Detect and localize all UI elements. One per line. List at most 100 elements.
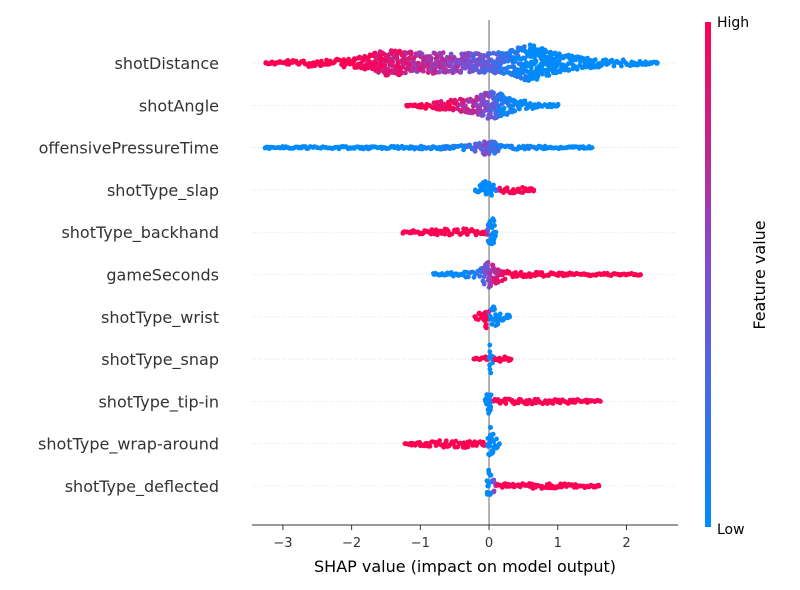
data-point — [427, 443, 433, 449]
data-point — [432, 51, 438, 57]
data-point — [436, 69, 442, 75]
data-point — [395, 60, 401, 66]
data-point — [506, 64, 511, 70]
x-axis-title: SHAP value (impact on model output) — [314, 557, 616, 576]
data-point — [485, 226, 491, 232]
x-tick-label: −1 — [411, 536, 430, 551]
data-point — [485, 264, 490, 270]
data-point — [574, 66, 580, 72]
data-point — [485, 483, 491, 489]
data-point — [440, 50, 446, 56]
colorbar-gradient — [705, 22, 711, 527]
data-point — [619, 63, 624, 69]
data-point — [521, 45, 527, 50]
data-point — [492, 266, 497, 272]
data-point — [480, 58, 486, 64]
data-point — [490, 450, 496, 455]
data-point — [448, 51, 454, 57]
data-point — [314, 59, 320, 65]
data-point — [490, 262, 496, 268]
data-point — [530, 76, 536, 81]
data-point — [423, 106, 429, 111]
data-point — [451, 106, 457, 111]
data-point — [402, 441, 408, 447]
feature-row-points — [431, 260, 643, 290]
data-point — [637, 272, 643, 277]
data-point — [596, 483, 602, 489]
data-point — [525, 401, 530, 407]
data-point — [453, 438, 459, 444]
feature-row-points — [402, 424, 502, 458]
data-point — [394, 55, 400, 61]
data-point — [507, 314, 513, 320]
feature-row-points — [472, 304, 513, 331]
data-point — [437, 438, 442, 443]
data-point — [497, 311, 503, 317]
data-point — [408, 51, 414, 57]
data-point — [487, 349, 493, 355]
data-point — [361, 56, 367, 62]
data-point — [491, 305, 497, 310]
data-point — [493, 229, 499, 235]
feature-row-points — [484, 467, 602, 497]
data-point — [387, 51, 393, 56]
data-point — [589, 145, 595, 151]
data-point — [484, 232, 490, 237]
data-point — [466, 55, 471, 61]
feature-label: shotType_snap — [101, 350, 219, 370]
data-point — [485, 260, 491, 265]
data-point — [488, 392, 494, 398]
data-point — [263, 60, 269, 66]
data-point — [461, 99, 466, 104]
data-point — [482, 151, 488, 157]
x-tick-label: 0 — [485, 536, 493, 551]
data-point — [404, 102, 409, 108]
data-point — [425, 70, 431, 75]
feature-label: offensivePressureTime — [39, 139, 219, 158]
data-point — [455, 227, 460, 233]
data-point — [528, 65, 534, 71]
feature-label: shotType_wrap-around — [38, 435, 219, 455]
data-point — [488, 283, 494, 289]
data-point — [491, 240, 497, 246]
data-point — [491, 218, 497, 224]
feature-label: shotType_backhand — [61, 223, 219, 243]
data-point — [449, 231, 455, 237]
data-point — [442, 231, 448, 237]
feature-row-points — [482, 392, 603, 416]
x-axis: −3 −2 −1 0 1 2 — [252, 524, 678, 551]
data-point — [542, 53, 547, 59]
feature-label: shotType_slap — [107, 181, 219, 201]
data-point — [512, 59, 518, 64]
feature-label: shotType_tip-in — [98, 392, 219, 412]
feature-row-points — [262, 139, 595, 157]
data-point — [532, 55, 537, 60]
data-point — [655, 60, 660, 66]
data-point — [441, 444, 447, 450]
x-tick-label: 2 — [622, 536, 630, 551]
feature-label: shotDistance — [115, 54, 220, 73]
data-point — [461, 147, 466, 153]
feature-row-points — [472, 179, 537, 198]
data-point — [403, 70, 408, 76]
x-tick-label: −2 — [342, 536, 361, 551]
feature-labels: shotDistance shotAngle offensivePressureTi… — [38, 54, 219, 497]
feature-row-points — [404, 89, 561, 121]
data-point — [548, 55, 554, 60]
data-point — [483, 399, 488, 404]
feature-label: shotAngle — [139, 96, 219, 115]
data-point — [489, 192, 494, 198]
data-point — [546, 73, 552, 78]
data-point — [471, 356, 477, 362]
data-point — [464, 269, 470, 275]
data-point — [598, 399, 603, 404]
data-point — [516, 105, 522, 111]
data-point — [515, 49, 521, 54]
data-point — [446, 55, 452, 60]
data-point — [480, 112, 486, 118]
data-point — [603, 57, 609, 63]
data-point — [487, 51, 493, 57]
colorbar-low-label: Low — [717, 522, 745, 538]
data-point — [492, 223, 497, 228]
